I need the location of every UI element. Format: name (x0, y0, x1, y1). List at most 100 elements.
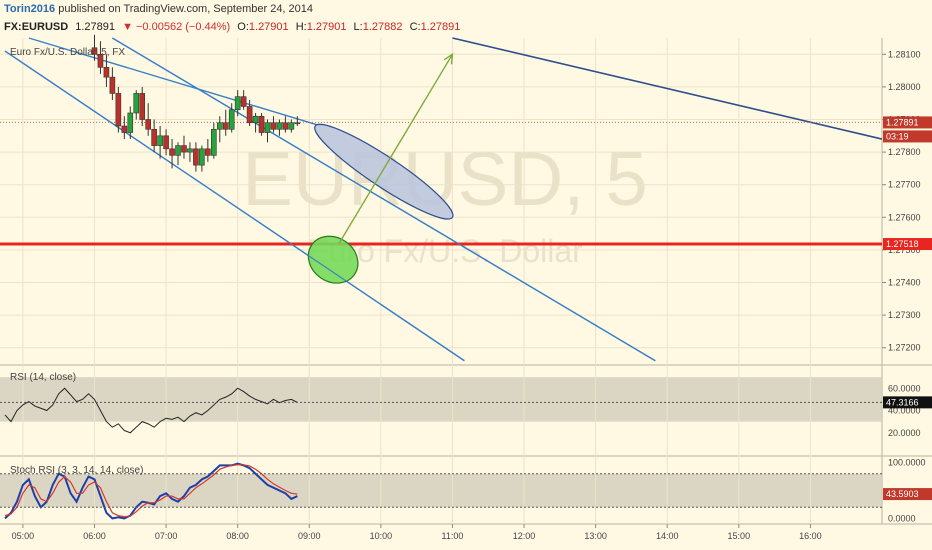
candle-body[interactable] (127, 112, 134, 133)
close-value: 1.27891 (420, 21, 461, 33)
candle-body[interactable] (193, 148, 199, 166)
candle-body[interactable] (228, 109, 235, 130)
price-tick-label: 1.27600 (888, 212, 921, 222)
candle-body[interactable] (264, 122, 271, 133)
price-tick-label: 1.27800 (888, 147, 921, 157)
stoch-value-tag-bg (883, 488, 932, 501)
candle-body[interactable] (169, 148, 175, 156)
rsi-tick-label: 40.0000 (888, 406, 921, 416)
channel-line-overlay (4, 50, 465, 362)
stoch-band (0, 473, 882, 508)
time-tick-label: 11:00 (442, 531, 464, 541)
time-tick-label: 10:00 (370, 531, 393, 541)
publish-header: Torin2016 published on TradingView.com, … (0, 0, 932, 18)
low-label: L: (353, 21, 363, 33)
time-tick-label: 08:00 (226, 531, 249, 541)
candle-body[interactable] (109, 76, 116, 94)
time-tick-label: 12:00 (513, 531, 536, 541)
price-tick-label: 1.27700 (888, 180, 921, 190)
rsi-pane-title: RSI (14, close) (10, 372, 76, 383)
candle-body[interactable] (181, 145, 187, 153)
stoch-k-line[interactable] (4, 462, 298, 520)
price-change: ▼ −0.00562 (−0.44%) (122, 21, 231, 33)
candle-body[interactable] (175, 145, 181, 156)
stoch-tick-label: 100.0000 (888, 458, 926, 468)
time-tick-label: 07:00 (155, 531, 178, 541)
time-tick-label: 14:00 (656, 531, 679, 541)
price-tick-label: 1.27400 (888, 278, 921, 288)
candle-body[interactable] (282, 122, 289, 130)
time-tick-label: 06:00 (83, 531, 106, 541)
green-ellipse[interactable] (299, 227, 367, 293)
candle-body[interactable] (139, 93, 146, 120)
candle-body[interactable] (91, 47, 98, 55)
candle-body[interactable] (240, 96, 247, 107)
candle-body[interactable] (115, 93, 122, 127)
candle-body[interactable] (234, 96, 241, 111)
time-tick-label: 05:00 (12, 531, 35, 541)
candle-body[interactable] (157, 135, 163, 146)
rsi-tick-label: 60.0000 (888, 383, 921, 393)
candle-body[interactable] (121, 125, 128, 133)
candle-body[interactable] (103, 67, 110, 78)
arrow-head (443, 52, 454, 65)
channel-line[interactable] (28, 37, 322, 127)
rsi-band (0, 377, 882, 422)
candle-body[interactable] (187, 148, 193, 153)
channel-line-overlay (112, 37, 656, 362)
candle-body[interactable] (133, 93, 140, 114)
main-pane-title: Euro Fx/U.S. Dollar, 5, FX (10, 47, 125, 58)
hline-price-tag: 1.27518 (886, 239, 919, 249)
last-price-tag: 1.27891 (886, 117, 919, 127)
stoch-d-line[interactable] (4, 464, 298, 518)
rsi-line[interactable] (4, 387, 298, 434)
candle-body[interactable] (252, 115, 259, 124)
candle-body[interactable] (163, 135, 169, 150)
rsi-value-tag: 47.3166 (886, 397, 919, 407)
time-tick-label: 15:00 (728, 531, 751, 541)
price-tick-label: 1.28000 (888, 82, 921, 92)
countdown-tag-bg (883, 130, 932, 143)
stoch-value-tag: 43.5903 (886, 489, 919, 499)
open-value: 1.27901 (248, 21, 289, 33)
last-price-tag-bg (883, 116, 932, 129)
time-tick-label: 16:00 (799, 531, 822, 541)
rsi-tick-label: 20.0000 (888, 428, 921, 438)
candle-body[interactable] (199, 148, 205, 166)
author-link[interactable]: Torin2016 (4, 3, 56, 15)
projection-arrow[interactable] (338, 53, 454, 244)
candle-body[interactable] (216, 122, 223, 130)
high-value: 1.27901 (306, 21, 347, 33)
publish-info: published on TradingView.com, September … (58, 3, 314, 15)
symbol-label[interactable]: FX:EURUSD (4, 21, 69, 33)
blue-ellipse[interactable] (307, 114, 461, 230)
candle-body[interactable] (145, 119, 151, 130)
candle-body[interactable] (211, 128, 217, 156)
candle-body[interactable] (151, 128, 157, 146)
close-label: C: (409, 21, 421, 33)
stoch-tick-label: 0.0000 (888, 513, 916, 523)
price-tick-label: 1.27300 (888, 310, 921, 320)
high-label: H: (295, 21, 307, 33)
candle-body[interactable] (97, 53, 104, 68)
candle-body[interactable] (222, 122, 229, 130)
stoch-pane-title: Stoch RSI (3, 3, 14, 14, close) (10, 465, 143, 476)
candle-body[interactable] (258, 115, 265, 133)
candle-body[interactable] (270, 122, 277, 130)
open-label: O: (237, 21, 249, 33)
rsi-value-tag-bg (883, 396, 932, 409)
candle-body[interactable] (288, 122, 295, 130)
candle-body[interactable] (294, 122, 301, 125)
candle-body[interactable] (246, 106, 253, 124)
last-price: 1.27891 (75, 21, 115, 33)
low-value: 1.27882 (362, 21, 403, 33)
hline-price-tag-bg (883, 238, 932, 251)
time-tick-label: 09:00 (298, 531, 321, 541)
price-tick-label: 1.28100 (888, 49, 921, 59)
countdown-tag: 03:19 (886, 131, 909, 141)
symbol-info-bar: FX:EURUSD 1.27891 ▼ −0.00562 (−0.44%) O:… (0, 18, 932, 36)
candle-body[interactable] (276, 122, 283, 130)
price-tick-label: 1.27200 (888, 343, 921, 353)
candle-body[interactable] (205, 148, 211, 156)
